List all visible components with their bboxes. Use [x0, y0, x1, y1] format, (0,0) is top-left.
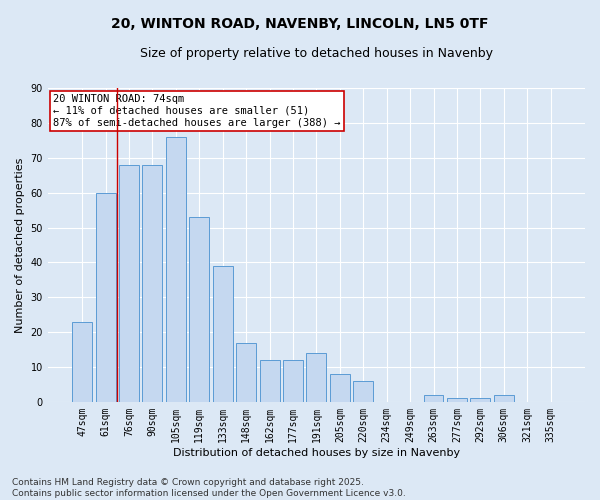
Y-axis label: Number of detached properties: Number of detached properties — [15, 158, 25, 332]
Bar — [72, 322, 92, 402]
Text: 20 WINTON ROAD: 74sqm
← 11% of detached houses are smaller (51)
87% of semi-deta: 20 WINTON ROAD: 74sqm ← 11% of detached … — [53, 94, 341, 128]
Bar — [119, 165, 139, 402]
Bar — [283, 360, 303, 402]
Text: 20, WINTON ROAD, NAVENBY, LINCOLN, LN5 0TF: 20, WINTON ROAD, NAVENBY, LINCOLN, LN5 0… — [111, 18, 489, 32]
X-axis label: Distribution of detached houses by size in Navenby: Distribution of detached houses by size … — [173, 448, 460, 458]
Bar — [190, 217, 209, 402]
Bar — [353, 381, 373, 402]
Title: Size of property relative to detached houses in Navenby: Size of property relative to detached ho… — [140, 48, 493, 60]
Bar — [213, 266, 233, 402]
Bar — [470, 398, 490, 402]
Bar — [447, 398, 467, 402]
Text: Contains HM Land Registry data © Crown copyright and database right 2025.
Contai: Contains HM Land Registry data © Crown c… — [12, 478, 406, 498]
Bar — [260, 360, 280, 402]
Bar — [494, 395, 514, 402]
Bar — [236, 342, 256, 402]
Bar — [307, 353, 326, 402]
Bar — [424, 395, 443, 402]
Bar — [142, 165, 163, 402]
Bar — [330, 374, 350, 402]
Bar — [95, 192, 116, 402]
Bar — [166, 137, 186, 402]
